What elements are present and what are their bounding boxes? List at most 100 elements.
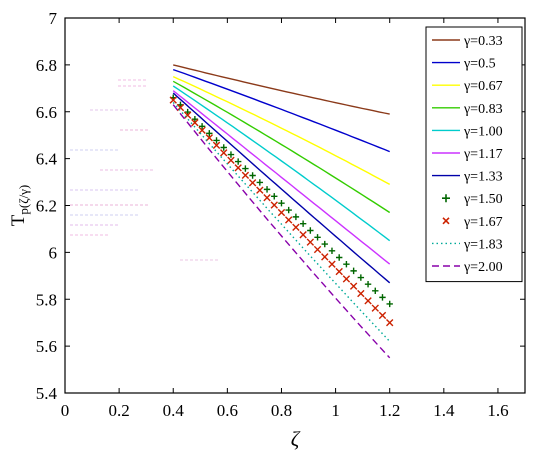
series-5-line bbox=[172, 90, 391, 265]
series-8-point-7 bbox=[220, 149, 228, 157]
y-tick-label-5: 6.4 bbox=[36, 150, 58, 169]
series-9 bbox=[172, 101, 391, 342]
ticks-layer: 0 0.2 0.4 0.6 0.8 1 1.2 1.4 1.6 5.4 5.6 5.8 6 6.2 6.4 6… bbox=[36, 9, 525, 420]
series-7-point-17 bbox=[292, 213, 300, 221]
x-tick-label-6: 1.2 bbox=[379, 401, 400, 420]
series-7-point-7 bbox=[220, 144, 227, 151]
x-tick-label-3: 0.6 bbox=[217, 401, 238, 420]
series-7-point-10 bbox=[242, 165, 249, 172]
y-axis-label-main: T bbox=[8, 214, 29, 226]
series-8-point-10 bbox=[241, 171, 250, 179]
series-8-point-11 bbox=[248, 179, 257, 187]
series-8-point-20 bbox=[313, 245, 322, 254]
series-8-point-8 bbox=[227, 156, 235, 165]
series-8-point-29 bbox=[378, 311, 387, 320]
series-4-line bbox=[172, 85, 391, 242]
series-7-point-15 bbox=[278, 199, 285, 207]
series-6-line bbox=[172, 92, 391, 284]
series-8-point-30 bbox=[386, 318, 394, 327]
legend-label-1: γ=0.5 bbox=[463, 57, 496, 72]
series-10-line bbox=[172, 104, 391, 359]
series-8-point-27 bbox=[364, 297, 372, 305]
legend-item-4: γ=1.00 bbox=[432, 124, 503, 139]
series-8-point-23 bbox=[335, 267, 343, 276]
series-8-point-21 bbox=[321, 253, 329, 261]
y-tick-label-3: 6 bbox=[49, 243, 58, 262]
series-8-point-0 bbox=[169, 96, 177, 104]
x-tick-label-8: 1.6 bbox=[487, 401, 508, 420]
series-7-point-16 bbox=[285, 206, 292, 214]
legend-label-10: γ=2.00 bbox=[463, 260, 503, 275]
y-tick-label-7: 6.8 bbox=[36, 56, 57, 75]
y-tick-label-6: 6.6 bbox=[36, 103, 57, 122]
series-7-point-3 bbox=[191, 115, 199, 123]
series-7-point-18 bbox=[299, 220, 307, 227]
series-7-point-30 bbox=[386, 300, 393, 308]
legend-label-0: γ=0.33 bbox=[463, 34, 503, 49]
series-7-point-26 bbox=[357, 274, 365, 281]
legend: γ=0.33 γ=0.5 γ=0.67 γ=0.83 γ=1.00 γ=1.17 γ=1.3… bbox=[425, 26, 523, 283]
series-8-point-17 bbox=[292, 223, 300, 232]
x-tick-label-5: 1 bbox=[331, 401, 340, 420]
legend-label-3: γ=0.83 bbox=[463, 102, 503, 117]
series-8-point-9 bbox=[234, 164, 242, 172]
y-tick-label-1: 5.6 bbox=[36, 337, 57, 356]
legend-item-6: γ=1.33 bbox=[432, 170, 503, 185]
series-7-point-22 bbox=[328, 247, 336, 254]
series-8-point-19 bbox=[306, 238, 315, 246]
series-8-point-4 bbox=[198, 126, 206, 134]
y-axis-label: Tp(ζ/γ) bbox=[8, 185, 31, 227]
series-7-point-24 bbox=[343, 260, 350, 268]
legend-box bbox=[425, 26, 523, 283]
series-3 bbox=[172, 80, 391, 214]
series-1-line bbox=[172, 68, 390, 153]
series-7-point-13 bbox=[263, 186, 271, 193]
series-8-point-15 bbox=[277, 208, 286, 217]
series-1 bbox=[172, 68, 390, 153]
legend-label-7: γ=1.50 bbox=[463, 192, 503, 207]
legend-label-4: γ=1.00 bbox=[463, 124, 503, 139]
legend-label-6: γ=1.33 bbox=[463, 170, 503, 185]
series-layer bbox=[169, 64, 394, 359]
series-8-point-13 bbox=[263, 193, 271, 202]
legend-swatch-8 bbox=[442, 217, 450, 225]
series-0 bbox=[173, 64, 390, 115]
series-7-point-12 bbox=[256, 179, 264, 186]
series-7-point-20 bbox=[314, 234, 321, 241]
series-8-point-3 bbox=[191, 119, 199, 127]
series-7-point-23 bbox=[335, 254, 343, 261]
series-8 bbox=[169, 96, 394, 327]
series-8-point-28 bbox=[371, 304, 379, 312]
legend-item-5: γ=1.17 bbox=[432, 147, 503, 162]
series-2-line bbox=[172, 75, 391, 186]
series-3-line bbox=[172, 80, 391, 214]
x-tick-label-1: 0.2 bbox=[108, 401, 129, 420]
y-tick-label-2: 5.8 bbox=[36, 290, 57, 309]
x-tick-label-4: 0.8 bbox=[271, 401, 292, 420]
series-7-point-9 bbox=[234, 158, 242, 165]
series-7-point-4 bbox=[198, 123, 206, 130]
legend-item-0: γ=0.33 bbox=[432, 34, 503, 49]
series-4 bbox=[172, 85, 391, 242]
y-axis-label-sub: p(ζ/γ) bbox=[16, 185, 31, 215]
legend-item-8: γ=1.67 bbox=[442, 215, 503, 230]
series-8-point-25 bbox=[349, 282, 358, 290]
series-8-point-24 bbox=[342, 275, 351, 283]
series-7-point-5 bbox=[206, 130, 213, 137]
series-0-line bbox=[173, 64, 390, 115]
legend-item-2: γ=0.67 bbox=[432, 79, 503, 94]
legend-label-8: γ=1.67 bbox=[463, 215, 503, 230]
y-tick-label-0: 5.4 bbox=[36, 384, 58, 403]
series-8-point-5 bbox=[205, 134, 214, 142]
series-5 bbox=[172, 90, 391, 265]
x-axis-label: ζ bbox=[291, 427, 301, 451]
series-7-point-8 bbox=[227, 151, 235, 158]
series-7-point-25 bbox=[350, 267, 357, 275]
series-10 bbox=[172, 104, 391, 359]
series-7-point-21 bbox=[321, 240, 328, 248]
series-8-point-1 bbox=[176, 103, 185, 112]
legend-label-2: γ=0.67 bbox=[463, 79, 503, 94]
legend-item-10: γ=2.00 bbox=[432, 260, 503, 275]
series-7-point-2 bbox=[184, 108, 191, 116]
